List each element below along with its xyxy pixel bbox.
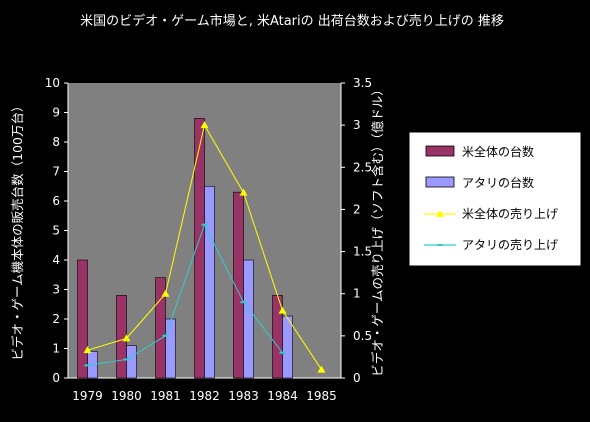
legend-swatch — [425, 145, 455, 157]
bar-atari-units — [204, 185, 215, 379]
x-tick-label: 1983 — [228, 389, 259, 403]
bar-atari-units — [165, 318, 176, 379]
left-axis-title: ビデオ・ゲーム機本体の販売台数（100万台） — [10, 100, 25, 361]
us-total-sales-point — [122, 334, 131, 342]
legend-atari-units: アタリの台数 — [425, 175, 534, 190]
left-tick-label: 5 — [52, 224, 60, 238]
bar-us-total-units — [77, 259, 88, 379]
legend-us-total-units: 米全体の台数 — [425, 144, 534, 159]
right-tick-label: 3.5 — [353, 76, 372, 90]
bar-atari-units — [243, 259, 254, 379]
bar-atari-units — [282, 315, 293, 379]
bars — [77, 118, 293, 379]
left-tick-label: 9 — [52, 106, 60, 120]
x-tick-label: 1981 — [150, 389, 181, 403]
legend-atari-sales: アタリの売り上げ — [424, 237, 558, 252]
right-axis: 0 0.5 1 1.5 2 2.5 3 3.5 — [340, 76, 372, 385]
left-axis: 0 1 2 3 4 5 6 7 8 9 10 — [45, 76, 69, 385]
right-tick-label: 2.5 — [353, 160, 372, 174]
right-tick-label: 1 — [353, 287, 361, 301]
right-tick-label: 0 — [353, 371, 361, 385]
right-tick-label: 2 — [353, 202, 361, 216]
x-axis: 1979 1980 1981 1982 1983 1984 1985 — [68, 377, 341, 403]
x-tick-label: 1980 — [111, 389, 142, 403]
legend-us-total-sales: 米全体の売り上げ — [424, 206, 558, 221]
bar-us-total-units — [116, 295, 127, 379]
bar-us-total-units — [272, 295, 283, 379]
us-total-sales-point — [200, 121, 209, 129]
x-tick-label: 1982 — [189, 389, 220, 403]
bar-atari-units — [126, 345, 137, 379]
right-tick-label: 0.5 — [353, 329, 372, 343]
chart-title: 米国のビデオ・ゲーム市場と, 米Atariの 出荷台数および売り上げの 推移 — [80, 13, 504, 29]
legend-label: アタリの売り上げ — [462, 237, 558, 252]
atari-sales-line — [87, 223, 283, 366]
us-total-sales-point — [161, 289, 170, 297]
left-tick-label: 7 — [52, 165, 60, 179]
us-total-sales-point — [83, 346, 92, 354]
right-tick-label: 3 — [353, 118, 361, 132]
x-tick-label: 1985 — [306, 389, 337, 403]
us-total-sales-point — [239, 188, 248, 196]
lines — [83, 121, 326, 373]
left-tick-label: 8 — [52, 135, 60, 149]
left-tick-label: 2 — [52, 312, 60, 326]
left-tick-label: 1 — [52, 342, 60, 356]
left-tick-label: 0 — [52, 371, 60, 385]
legend-label: 米全体の売り上げ — [462, 206, 558, 221]
legend-label: 米全体の台数 — [462, 144, 534, 159]
left-tick-label: 6 — [52, 194, 60, 208]
legend-swatch-marker — [436, 210, 444, 217]
legend-swatch — [425, 176, 455, 188]
us-total-sales-point — [278, 306, 287, 314]
left-tick-label: 4 — [52, 253, 60, 267]
x-tick-label: 1979 — [72, 389, 103, 403]
right-tick-label: 1.5 — [353, 245, 372, 259]
legend-label: アタリの台数 — [462, 175, 534, 190]
left-tick-label: 3 — [52, 283, 60, 297]
us-total-sales-point — [317, 365, 326, 373]
x-tick-label: 1984 — [267, 389, 298, 403]
left-tick-label: 10 — [45, 76, 60, 90]
right-axis-title: ビデオ・ゲームの売り上げ（ソフト含む）（億ドル） — [370, 83, 385, 376]
